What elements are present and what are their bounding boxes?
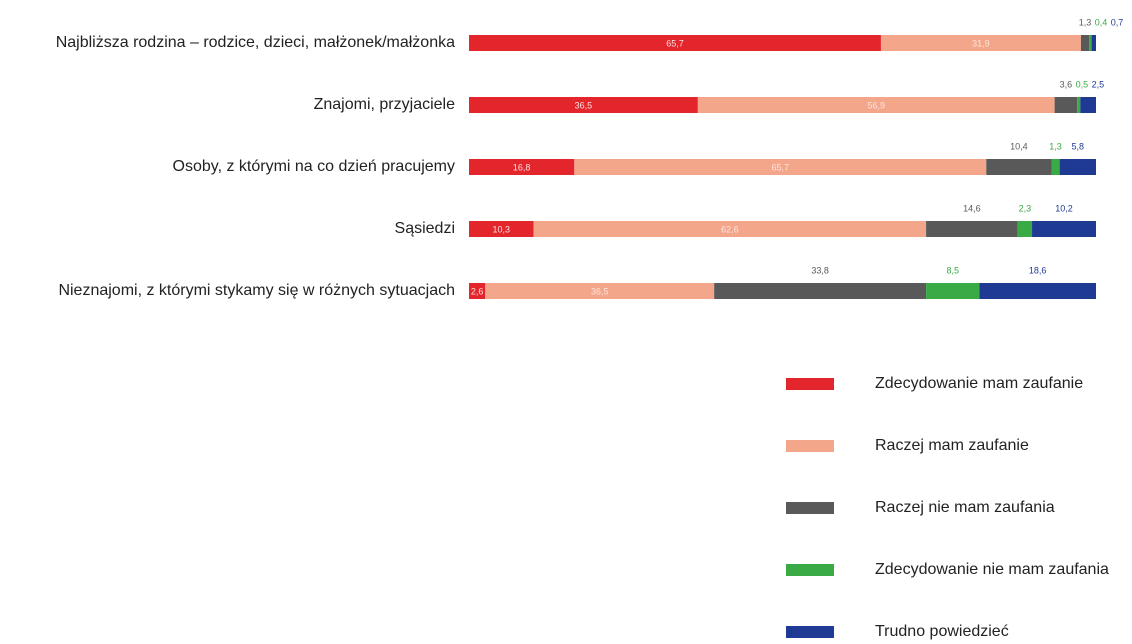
value-label: 2,6	[471, 286, 484, 296]
value-label: 8,5	[946, 265, 959, 275]
bar-segment	[1054, 97, 1078, 113]
bar-segment	[1051, 159, 1060, 175]
value-label: 3,6	[1060, 79, 1073, 89]
value-label: 0,5	[1076, 79, 1089, 89]
value-label: 31,9	[972, 38, 990, 48]
bar-segment	[926, 283, 980, 299]
value-label: 10,3	[493, 224, 511, 234]
bar-segment	[574, 159, 987, 175]
bar-segment	[1091, 35, 1096, 51]
bar-segment	[1017, 221, 1033, 237]
bar-segment	[714, 283, 927, 299]
value-label: 36,5	[591, 286, 609, 296]
category-label: Nieznajomi, z którymi stykamy się w różn…	[58, 282, 455, 299]
value-label: 36,5	[575, 100, 593, 110]
bar-segment	[1059, 159, 1096, 175]
value-label: 1,3	[1049, 141, 1062, 151]
legend-label: Raczej mam zaufanie	[875, 437, 1029, 454]
category-label: Najbliższa rodzina – rodzice, dzieci, ma…	[56, 34, 455, 51]
bar-segment	[880, 35, 1081, 51]
bar-segment	[469, 159, 575, 175]
value-label: 56,9	[867, 100, 885, 110]
bar-segment	[469, 283, 486, 299]
legend-label: Raczej nie mam zaufania	[875, 499, 1055, 516]
category-label: Osoby, z którymi na co dzień pracujemy	[173, 158, 455, 175]
value-label: 10,2	[1055, 203, 1073, 213]
bar-segment	[979, 283, 1096, 299]
bar-segment	[469, 35, 881, 51]
legend-swatch	[786, 502, 834, 514]
value-label: 65,7	[666, 38, 684, 48]
legend-swatch	[786, 626, 834, 638]
value-label: 33,8	[811, 265, 829, 275]
value-label: 18,6	[1029, 265, 1047, 275]
value-label: 14,6	[963, 203, 981, 213]
bar-segment	[1080, 97, 1096, 113]
legend-label: Zdecydowanie mam zaufanie	[875, 375, 1083, 392]
bar-segment	[986, 159, 1052, 175]
value-label: 16,8	[513, 162, 531, 172]
value-label: 1,3	[1079, 17, 1092, 27]
legend-swatch	[786, 378, 834, 390]
bar-segment	[1077, 97, 1081, 113]
value-label: 65,7	[772, 162, 790, 172]
value-label: 2,3	[1019, 203, 1032, 213]
bar-segment	[926, 221, 1018, 237]
bar-segment	[697, 97, 1055, 113]
value-label: 0,4	[1095, 17, 1108, 27]
category-label: Znajomi, przyjaciele	[314, 96, 455, 113]
legend-swatch	[786, 564, 834, 576]
value-label: 10,4	[1010, 141, 1028, 151]
legend-label: Zdecydowanie nie mam zaufania	[875, 561, 1109, 578]
value-label: 2,5	[1092, 79, 1105, 89]
bar-segment	[1089, 35, 1092, 51]
bar-segment	[469, 221, 534, 237]
bar-segment	[469, 97, 698, 113]
bar-segment	[533, 221, 927, 237]
legend-label: Trudno powiedzieć	[875, 623, 1009, 640]
value-label: 5,8	[1072, 141, 1085, 151]
bar-segment	[485, 283, 715, 299]
value-label: 0,7	[1111, 17, 1124, 27]
legend-swatch	[786, 440, 834, 452]
bar-segment	[1080, 35, 1090, 51]
category-label: Sąsiedzi	[395, 220, 455, 237]
bar-segment	[1032, 221, 1096, 237]
value-label: 62,6	[721, 224, 739, 234]
